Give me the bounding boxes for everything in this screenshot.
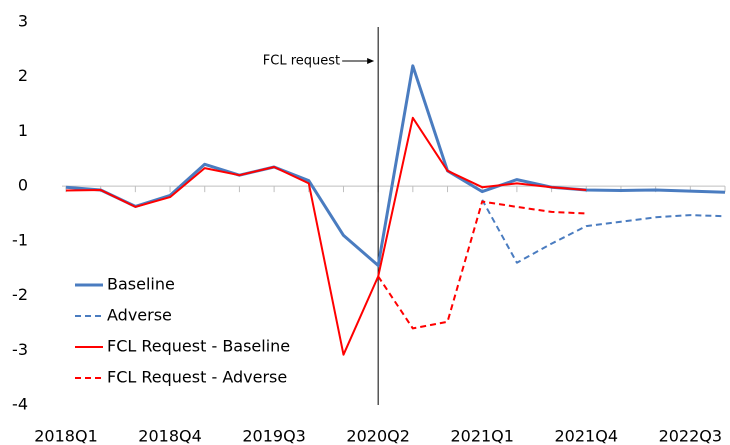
legend-label: FCL Request - Baseline <box>107 337 290 356</box>
y-tick-label: -2 <box>12 285 28 304</box>
y-tick-label: -3 <box>12 340 28 359</box>
series-line <box>481 199 726 264</box>
y-tick-label: 1 <box>18 121 28 140</box>
x-tick-label: 2019Q3 <box>242 427 306 445</box>
annotation-arrowhead <box>367 58 375 64</box>
y-tick-label: 0 <box>18 176 28 195</box>
x-tick-label: 2018Q1 <box>34 427 98 445</box>
x-tick-label: 2021Q4 <box>555 427 619 445</box>
legend-label: Adverse <box>107 306 172 325</box>
x-tick-label: 2022Q3 <box>659 427 723 445</box>
y-tick-label: -4 <box>12 395 28 414</box>
series-line <box>65 64 726 267</box>
legend-label: Baseline <box>107 275 175 294</box>
series-line <box>65 116 587 356</box>
annotation-text: FCL request <box>263 54 340 69</box>
series-line <box>377 200 587 330</box>
x-tick-label: 2020Q2 <box>346 427 410 445</box>
x-tick-label: 2021Q1 <box>450 427 514 445</box>
y-tick-label: 3 <box>18 12 28 31</box>
x-tick-label: 2018Q4 <box>138 427 202 445</box>
y-tick-label: 2 <box>18 66 28 85</box>
y-tick-label: -1 <box>12 230 28 249</box>
legend-label: FCL Request - Adverse <box>107 368 287 387</box>
